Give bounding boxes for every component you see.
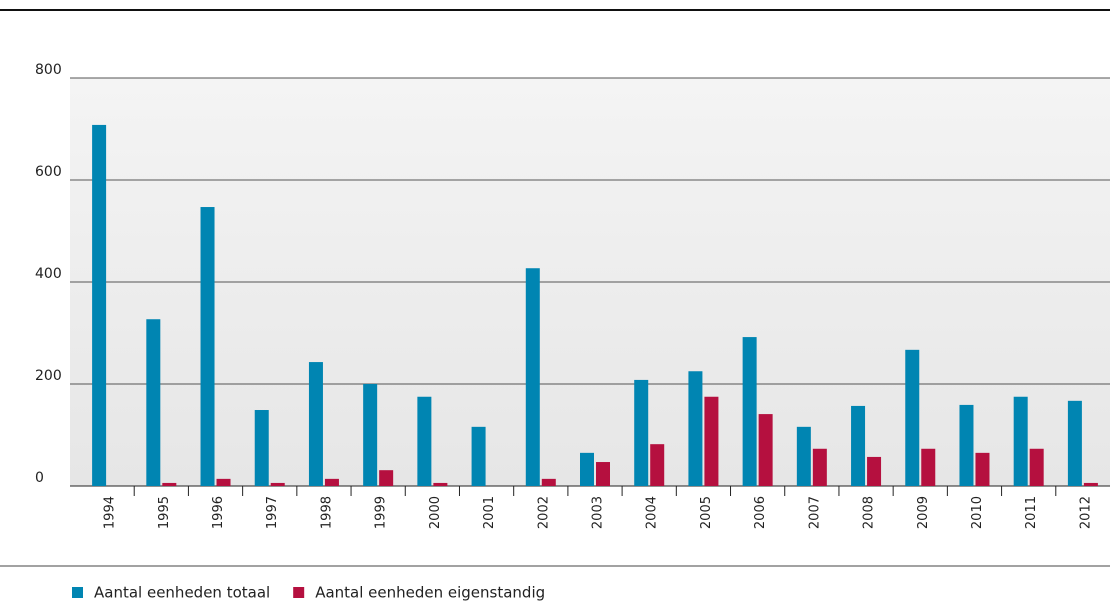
- bar: [254, 410, 269, 486]
- bar: [634, 379, 649, 486]
- bar: [921, 448, 936, 486]
- x-tick-label: 2006: [753, 496, 768, 529]
- bar: [162, 482, 177, 486]
- bar: [851, 405, 866, 486]
- bar: [688, 371, 703, 486]
- bar: [379, 470, 394, 486]
- x-tick-label: 2012: [1078, 496, 1093, 529]
- bar: [1013, 396, 1028, 486]
- x-tick-label: 2003: [591, 496, 606, 529]
- bar: [270, 482, 285, 486]
- bar: [324, 478, 339, 486]
- x-tick-label: 1994: [103, 496, 118, 529]
- bar: [200, 207, 215, 486]
- bar: [146, 319, 161, 486]
- bar: [596, 462, 610, 486]
- x-tick-label: 1997: [265, 496, 280, 529]
- bar: [905, 349, 920, 486]
- x-tick-label: 1998: [319, 496, 334, 529]
- bar: [959, 404, 974, 486]
- x-tick-label: 2008: [862, 496, 877, 529]
- y-tick-label: 0: [35, 470, 44, 486]
- bar: [650, 444, 665, 486]
- x-tick-label: 2009: [916, 496, 931, 529]
- bar: [471, 426, 486, 486]
- bar: [363, 384, 378, 486]
- y-tick-label: 200: [35, 368, 62, 384]
- bar: [525, 268, 540, 486]
- x-tick-label: 2005: [699, 496, 714, 529]
- bar: [975, 452, 990, 486]
- legend-label: Aantal eenheden eigenstandig: [315, 584, 545, 602]
- bar: [1029, 448, 1044, 486]
- legend-swatch: [72, 587, 83, 598]
- x-tick-label: 1996: [211, 496, 226, 529]
- bar: [704, 396, 719, 486]
- x-tick-label: 1999: [374, 496, 389, 529]
- bar: [433, 482, 448, 486]
- x-tick-label: 1995: [157, 496, 172, 529]
- y-tick-label: 800: [35, 62, 62, 78]
- bar: [1067, 400, 1082, 486]
- bar: [796, 426, 811, 486]
- x-tick-label: 2002: [536, 496, 551, 529]
- x-tick-label: 2007: [807, 496, 822, 529]
- x-tick-label: 2010: [970, 496, 985, 529]
- x-tick-label: 2011: [1024, 496, 1039, 529]
- legend-swatch: [293, 587, 305, 598]
- legend-label: Aantal eenheden totaal: [94, 584, 270, 602]
- bar: [92, 124, 107, 487]
- bar: [580, 452, 594, 486]
- bar: [812, 448, 827, 486]
- bar: [742, 337, 757, 486]
- bar: [758, 414, 773, 486]
- x-tick-label: 2004: [645, 496, 660, 529]
- bar: [417, 396, 432, 486]
- y-tick-label: 400: [35, 266, 62, 282]
- y-tick-label: 600: [35, 164, 62, 180]
- bar: [867, 456, 882, 486]
- bar: [1083, 482, 1098, 486]
- bar: [308, 362, 323, 486]
- bar: [216, 478, 231, 486]
- x-tick-label: 2001: [482, 496, 497, 529]
- bar: [541, 478, 556, 486]
- x-tick-label: 2000: [428, 496, 443, 529]
